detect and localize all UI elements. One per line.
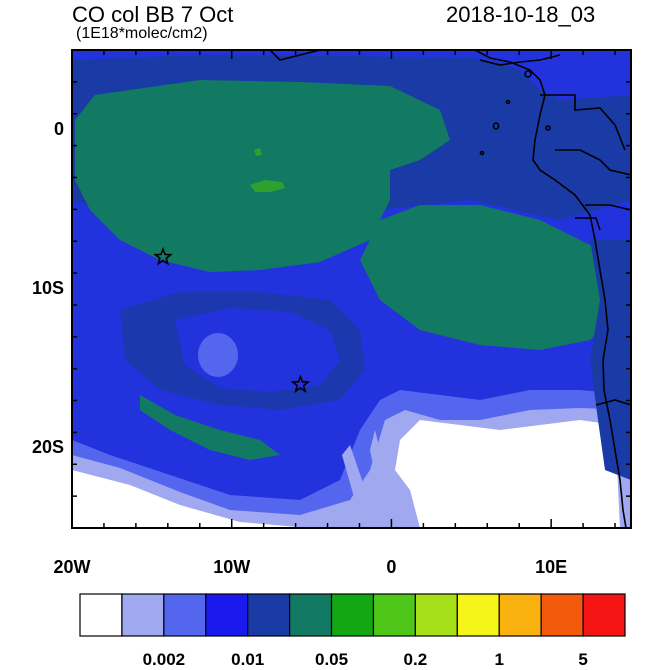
field-land-east bbox=[590, 240, 631, 480]
colorbar-label: 0.05 bbox=[314, 650, 349, 669]
island-5 bbox=[545, 125, 551, 131]
map-units: (1E18*molec/cm2) bbox=[76, 25, 208, 42]
west-africa-coastline bbox=[474, 50, 627, 528]
longitude-label: 10E bbox=[535, 557, 568, 577]
country-border-3 bbox=[585, 204, 631, 211]
map-datetime: 2018-10-18_03 bbox=[446, 2, 596, 27]
colorbar-label: 1 bbox=[494, 650, 504, 669]
field-white-southeast bbox=[395, 420, 620, 528]
field-mid-blue-blob bbox=[198, 333, 238, 377]
island-2 bbox=[524, 70, 532, 78]
north-border-2 bbox=[479, 54, 561, 66]
country-border-5 bbox=[595, 399, 631, 406]
field-teal-east bbox=[360, 205, 615, 350]
latitude-label: 20S bbox=[31, 437, 64, 458]
field-green-patch bbox=[250, 180, 285, 192]
axis-ticks bbox=[71, 49, 631, 529]
concentration-field bbox=[72, 50, 631, 528]
island-1 bbox=[492, 122, 500, 130]
map-frame bbox=[71, 49, 632, 529]
latitude-label: 10S bbox=[31, 278, 64, 298]
colorbar-label: 5 bbox=[578, 650, 588, 669]
station-star-icon bbox=[153, 246, 173, 266]
north-border-1 bbox=[269, 50, 321, 61]
country-border-2 bbox=[555, 149, 631, 176]
field-green-dot bbox=[254, 148, 262, 156]
colorbar-label: 0.01 bbox=[231, 650, 265, 669]
station-markers bbox=[153, 246, 311, 393]
longitude-label: 0 bbox=[386, 557, 397, 577]
longitude-label: 10W bbox=[213, 557, 251, 577]
latitude-label: 0 bbox=[53, 118, 64, 139]
field-pale-streak-a bbox=[370, 430, 398, 528]
island-3 bbox=[505, 99, 511, 105]
station-star-icon bbox=[290, 374, 311, 393]
field-white-south bbox=[72, 470, 310, 528]
map-title: CO col BB 7 Oct bbox=[72, 2, 234, 27]
colorbar-label: 0.2 bbox=[403, 650, 428, 669]
field-pale-streak-b bbox=[342, 445, 372, 528]
field-teal-southwest bbox=[140, 395, 280, 460]
field-teal-north bbox=[75, 80, 450, 272]
longitude-label: 20W bbox=[53, 557, 91, 577]
colorbar-label: 0.002 bbox=[142, 650, 186, 669]
island-4 bbox=[479, 150, 485, 156]
coastlines bbox=[269, 50, 631, 528]
country-border-4 bbox=[575, 217, 601, 231]
country-border-1 bbox=[540, 94, 626, 151]
